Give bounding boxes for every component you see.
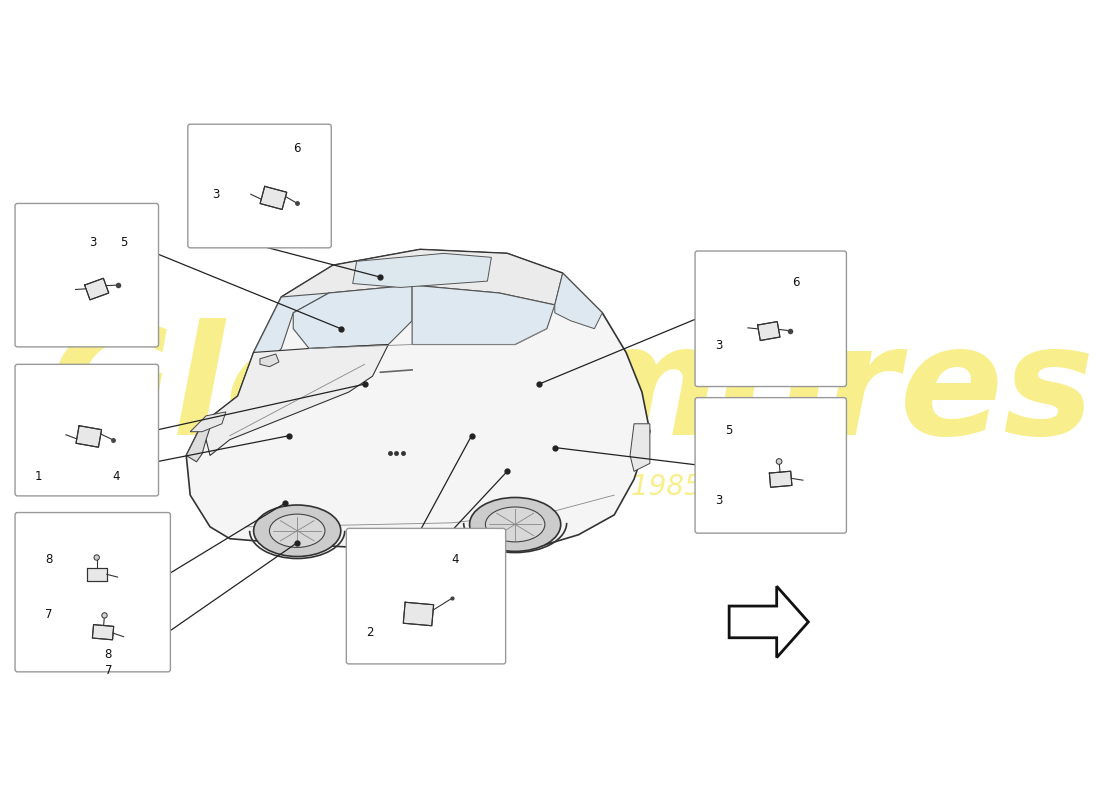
Polygon shape (202, 345, 388, 455)
Polygon shape (260, 354, 279, 366)
Circle shape (777, 458, 782, 464)
Polygon shape (92, 625, 113, 640)
FancyBboxPatch shape (188, 124, 331, 248)
Text: 7: 7 (104, 664, 112, 677)
Polygon shape (758, 322, 780, 341)
Polygon shape (554, 273, 603, 329)
Text: 3: 3 (212, 188, 220, 202)
Polygon shape (260, 186, 287, 210)
Text: 5: 5 (725, 424, 733, 437)
Polygon shape (254, 293, 329, 368)
Polygon shape (186, 424, 210, 462)
Text: 3: 3 (89, 236, 96, 249)
FancyBboxPatch shape (15, 203, 158, 347)
Polygon shape (729, 586, 808, 658)
Text: 5: 5 (121, 236, 128, 249)
Text: 6: 6 (294, 142, 300, 155)
Polygon shape (85, 278, 109, 300)
FancyBboxPatch shape (695, 251, 846, 386)
Text: 8: 8 (45, 553, 53, 566)
Text: 7: 7 (45, 609, 53, 622)
Ellipse shape (254, 505, 341, 557)
Polygon shape (412, 285, 554, 345)
Text: 6: 6 (792, 275, 800, 289)
Polygon shape (186, 250, 650, 550)
Ellipse shape (470, 498, 561, 551)
Polygon shape (282, 250, 563, 313)
FancyBboxPatch shape (346, 528, 506, 664)
Polygon shape (76, 426, 101, 447)
Polygon shape (353, 254, 492, 287)
FancyBboxPatch shape (695, 398, 846, 533)
FancyBboxPatch shape (15, 364, 158, 496)
FancyBboxPatch shape (15, 513, 170, 672)
Text: 1: 1 (35, 470, 43, 482)
Polygon shape (294, 285, 412, 349)
Text: GloDemores: GloDemores (47, 318, 1094, 466)
Text: 3: 3 (715, 339, 723, 352)
Polygon shape (190, 412, 226, 432)
Polygon shape (769, 471, 792, 487)
Polygon shape (87, 568, 107, 581)
Polygon shape (404, 602, 433, 626)
Circle shape (102, 613, 107, 618)
Text: a passion for parts since 1985: a passion for parts since 1985 (282, 473, 701, 501)
Circle shape (94, 555, 99, 560)
Text: 2: 2 (366, 626, 374, 639)
Text: 8: 8 (104, 648, 112, 661)
Text: 3: 3 (715, 494, 723, 506)
Ellipse shape (485, 507, 544, 542)
Text: 4: 4 (112, 470, 120, 482)
Text: 4: 4 (452, 553, 459, 566)
Polygon shape (630, 424, 650, 471)
Ellipse shape (270, 514, 324, 547)
